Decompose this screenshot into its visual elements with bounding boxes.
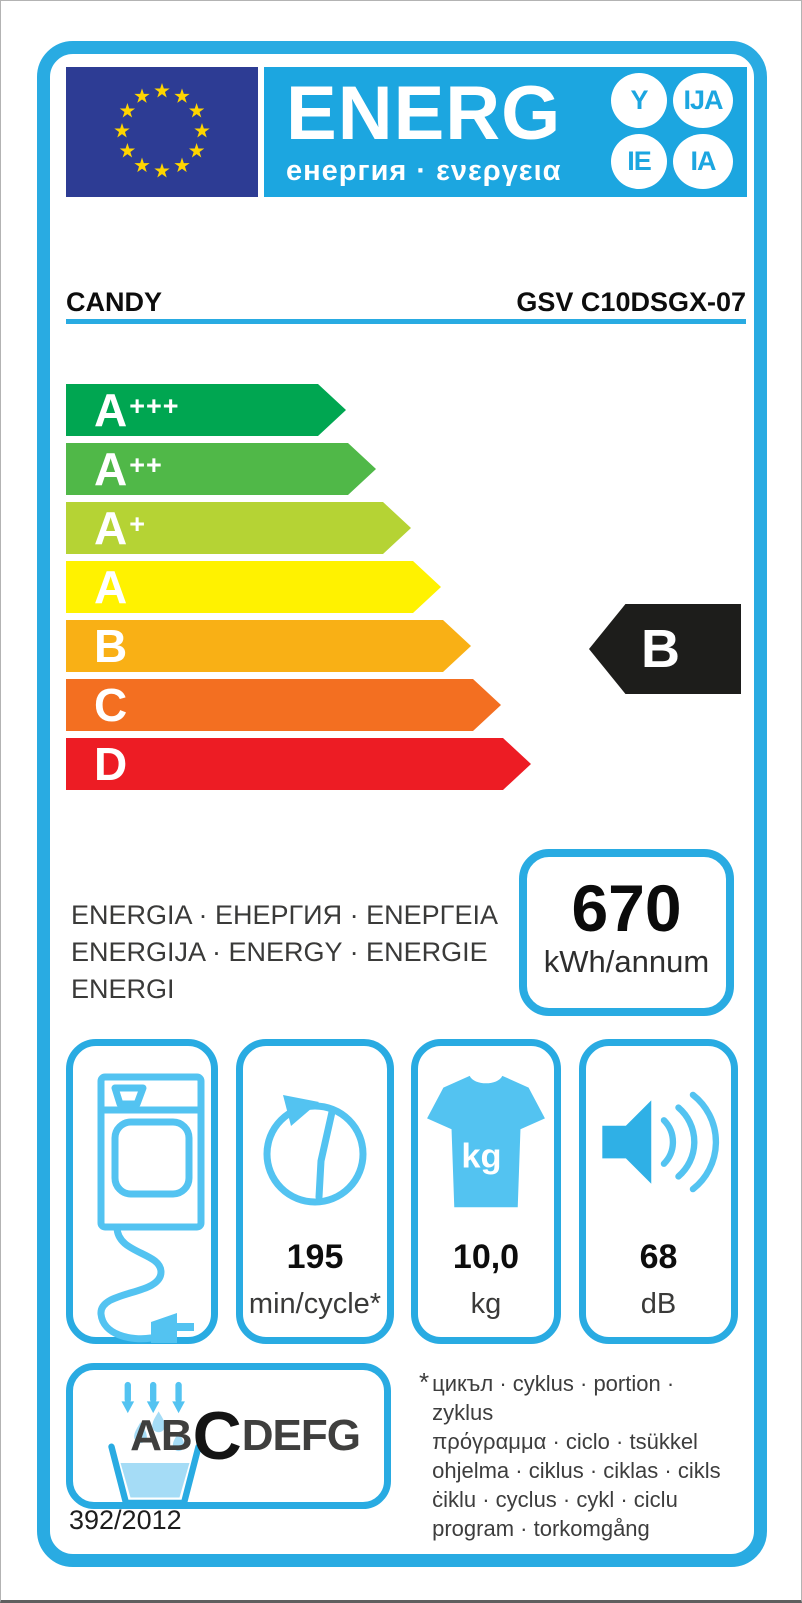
rating-indicator: B <box>589 604 741 694</box>
footnote-line: πρόγραμμα · ciclo · tsükkel <box>432 1429 698 1454</box>
cycle-time-unit: min/cycle* <box>248 1288 382 1320</box>
capacity-kg-badge: kg <box>461 1137 501 1175</box>
energy-words-line1: ENERGIA · ЕНЕРГИЯ · ΕΝΕΡΓΕΙΑ <box>71 900 498 930</box>
condensation-grade-letters: AB C DEFG <box>130 1370 361 1502</box>
capacity-tshirt-icon: kg <box>427 1075 545 1208</box>
metric-box-capacity: kg 10,0 kg <box>411 1039 561 1344</box>
energ-logo-box: ENERG енергия · ενεργεια Y IJA IE IA <box>264 67 747 197</box>
footnote-line: ohjelma · ciklus · ciklas · cikls <box>432 1458 721 1483</box>
metric-box-dryer <box>66 1039 218 1344</box>
footnote-line: ċiklu · cyclus · cykl · ciclu <box>432 1487 678 1512</box>
energ-subtitle: енергия · ενεργεια <box>286 155 562 187</box>
suffix-bubble-ie: IE <box>611 134 667 189</box>
scale-bar-d: D <box>66 738 531 790</box>
capacity-value: 10,0 <box>452 1238 520 1276</box>
metric-box-cycle-time: 195 min/cycle* <box>236 1039 394 1344</box>
letters-before: AB <box>130 1411 193 1460</box>
scale-bar-c: C <box>66 679 501 731</box>
annual-consumption-value: 670 <box>571 871 682 945</box>
energ-suffix-bubbles: Y IJA IE IA <box>611 73 733 189</box>
letters-after: DEFG <box>241 1411 361 1460</box>
metric-box-noise: 68 dB <box>579 1039 738 1344</box>
divider-rule <box>66 319 746 324</box>
footnote-line: program · torkomgång <box>432 1516 650 1541</box>
tumble-dryer-plug-icon <box>97 1073 205 1343</box>
scale-bar-a: A <box>66 561 441 613</box>
annual-consumption-box: 670 kWh/annum <box>519 849 734 1016</box>
footnote-lines: цикъл · cyklus · portion · zyklus πρόγρα… <box>432 1369 729 1543</box>
cycle-footnote: * цикъл · cyklus · portion · zyklus πρόγ… <box>419 1367 729 1543</box>
condensation-efficiency-box: AB C DEFG <box>66 1363 391 1509</box>
scale-bar-a1: A + <box>66 502 411 554</box>
energy-word-translations: ENERGIA · ЕНЕРГИЯ · ΕΝΕΡΓΕΙΑ ENERGIJA · … <box>71 897 498 1008</box>
scale-bar-a2: A ++ <box>66 443 376 495</box>
noise-speaker-icon <box>602 1091 720 1193</box>
footnote-marker: * <box>419 1367 430 1397</box>
suffix-bubble-y: Y <box>611 73 667 128</box>
label-frame <box>37 41 767 1567</box>
rating-scale: A +++ A ++ A + A B C D <box>66 384 566 797</box>
scale-bar-a3: A +++ <box>66 384 346 436</box>
scale-bar-b: B <box>66 620 471 672</box>
noise-value: 68 <box>639 1238 678 1276</box>
condensation-efficiency-icon <box>108 1381 202 1507</box>
energy-words-line2: ENERGIJA · ENERGY · ENERGIE <box>71 937 488 967</box>
suffix-bubble-ia: IA <box>673 134 733 189</box>
letter-active: C <box>192 1398 242 1474</box>
suffix-bubble-ija: IJA <box>673 73 733 128</box>
capacity-unit: kg <box>470 1288 502 1320</box>
eu-flag-stars <box>114 82 210 178</box>
energ-title: ENERG <box>286 71 562 156</box>
model-number: GSV C10DSGX-07 <box>516 287 746 317</box>
energy-words-line3: ENERGI <box>71 974 175 1004</box>
rating-indicator-grade: B <box>641 619 680 679</box>
cycle-time-value: 195 <box>286 1238 344 1276</box>
noise-unit: dB <box>640 1288 677 1320</box>
regulation-number: 392/2012 <box>69 1505 182 1535</box>
eu-flag-icon <box>66 67 258 197</box>
annual-consumption-unit: kWh/annum <box>543 944 710 979</box>
footnote-line: цикъл · cyklus · portion · zyklus <box>432 1371 675 1425</box>
brand-name: CANDY <box>66 287 163 317</box>
energ-logo-text: ENERG енергия · ενεργεια <box>286 71 562 188</box>
cycle-duration-icon <box>263 1095 367 1206</box>
